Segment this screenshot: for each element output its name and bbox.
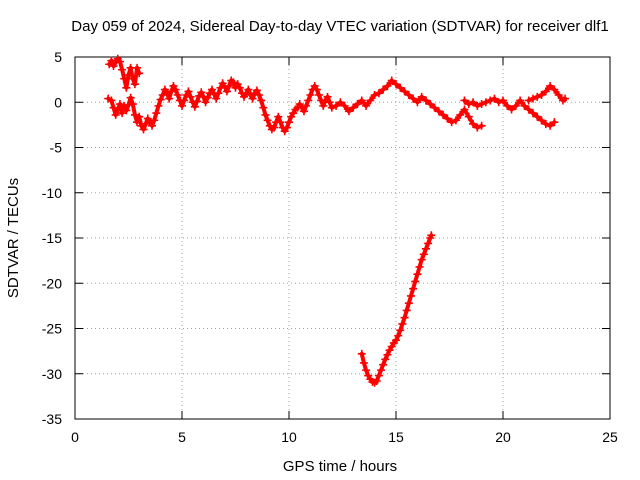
chart-title: Day 059 of 2024, Sidereal Day-to-day VTE… <box>71 18 608 35</box>
y-tick-label: -15 <box>42 230 62 246</box>
y-tick-label: -30 <box>42 366 62 382</box>
y-tick-label: -35 <box>42 411 62 427</box>
x-tick-label: 10 <box>281 429 297 445</box>
data-point <box>550 118 559 127</box>
y-tick-label: -5 <box>50 140 63 156</box>
y-tick-labels: 5 0 -5 -10 -15 -20 -25 -30 -35 <box>42 49 62 427</box>
y-tick-label: 5 <box>54 49 62 65</box>
x-tick-label: 25 <box>602 429 618 445</box>
x-tick-label: 15 <box>388 429 404 445</box>
data-point <box>427 231 436 240</box>
x-axis-label: GPS time / hours <box>283 458 397 475</box>
x-tick-labels: 0 5 10 15 20 25 <box>71 429 618 445</box>
data-point <box>135 69 144 78</box>
data-point <box>477 121 486 130</box>
y-axis-label: SDTVAR / TECUs <box>5 178 22 298</box>
axis-ticks <box>74 56 611 420</box>
y-tick-label: -20 <box>42 275 62 291</box>
data-point <box>561 94 570 103</box>
x-tick-label: 20 <box>495 429 511 445</box>
y-tick-label: -10 <box>42 185 62 201</box>
x-tick-label: 0 <box>71 429 79 445</box>
y-tick-label: 0 <box>54 94 62 110</box>
data-points <box>104 54 570 387</box>
x-tick-label: 5 <box>178 429 186 445</box>
y-tick-label: -25 <box>42 321 62 337</box>
